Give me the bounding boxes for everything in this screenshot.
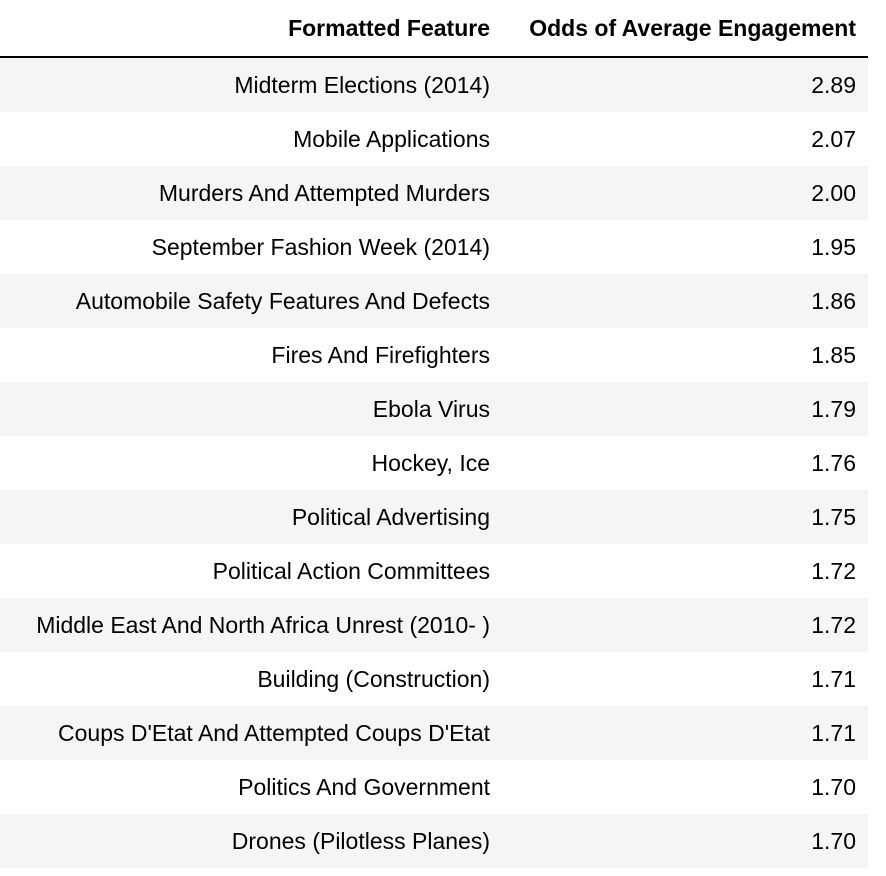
table-row: September Fashion Week (2014) 1.95: [0, 220, 868, 274]
feature-cell: Political Action Committees: [0, 544, 502, 598]
feature-cell: Politics And Government: [0, 760, 502, 814]
odds-cell: 1.71: [502, 652, 868, 706]
feature-cell: Mobile Applications: [0, 112, 502, 166]
odds-cell: 1.72: [502, 544, 868, 598]
feature-cell: Political Advertising: [0, 490, 502, 544]
table-header: Formatted Feature Odds of Average Engage…: [0, 0, 868, 58]
data-table-container: Formatted Feature Odds of Average Engage…: [0, 0, 868, 868]
feature-cell: Ebola Virus: [0, 382, 502, 436]
odds-cell: 1.76: [502, 436, 868, 490]
odds-cell: 1.70: [502, 814, 868, 868]
table-row: Middle East And North Africa Unrest (201…: [0, 598, 868, 652]
table-row: Politics And Government 1.70: [0, 760, 868, 814]
header-odds-of-average-engagement: Odds of Average Engagement: [502, 0, 868, 58]
table-row: Ebola Virus 1.79: [0, 382, 868, 436]
table-row: Political Advertising 1.75: [0, 490, 868, 544]
feature-cell: Murders And Attempted Murders: [0, 166, 502, 220]
table-row: Political Action Committees 1.72: [0, 544, 868, 598]
feature-cell: Midterm Elections (2014): [0, 57, 502, 112]
feature-cell: September Fashion Week (2014): [0, 220, 502, 274]
feature-cell: Automobile Safety Features And Defects: [0, 274, 502, 328]
table-row: Mobile Applications 2.07: [0, 112, 868, 166]
odds-cell: 1.70: [502, 760, 868, 814]
odds-cell: 1.85: [502, 328, 868, 382]
feature-cell: Fires And Firefighters: [0, 328, 502, 382]
odds-cell: 1.75: [502, 490, 868, 544]
table-row: Midterm Elections (2014) 2.89: [0, 57, 868, 112]
feature-cell: Coups D'Etat And Attempted Coups D'Etat: [0, 706, 502, 760]
feature-cell: Middle East And North Africa Unrest (201…: [0, 598, 502, 652]
header-formatted-feature: Formatted Feature: [0, 0, 502, 58]
header-row: Formatted Feature Odds of Average Engage…: [0, 0, 868, 58]
odds-cell: 1.86: [502, 274, 868, 328]
odds-cell: 2.00: [502, 166, 868, 220]
table-row: Murders And Attempted Murders 2.00: [0, 166, 868, 220]
table-row: Coups D'Etat And Attempted Coups D'Etat …: [0, 706, 868, 760]
table-row: Drones (Pilotless Planes) 1.70: [0, 814, 868, 868]
table-row: Hockey, Ice 1.76: [0, 436, 868, 490]
odds-cell: 2.89: [502, 57, 868, 112]
table-row: Fires And Firefighters 1.85: [0, 328, 868, 382]
table-body: Midterm Elections (2014) 2.89 Mobile App…: [0, 57, 868, 868]
odds-cell: 1.71: [502, 706, 868, 760]
odds-cell: 1.72: [502, 598, 868, 652]
feature-cell: Building (Construction): [0, 652, 502, 706]
feature-cell: Drones (Pilotless Planes): [0, 814, 502, 868]
odds-table: Formatted Feature Odds of Average Engage…: [0, 0, 868, 868]
odds-cell: 1.95: [502, 220, 868, 274]
odds-cell: 1.79: [502, 382, 868, 436]
odds-cell: 2.07: [502, 112, 868, 166]
feature-cell: Hockey, Ice: [0, 436, 502, 490]
table-row: Automobile Safety Features And Defects 1…: [0, 274, 868, 328]
table-row: Building (Construction) 1.71: [0, 652, 868, 706]
